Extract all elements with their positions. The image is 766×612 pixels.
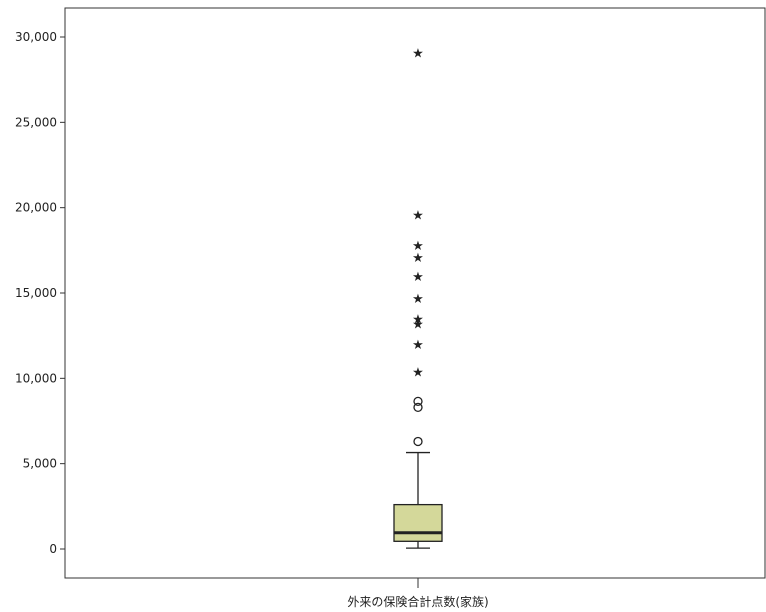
y-tick-label: 30,000 <box>15 30 57 44</box>
outliers <box>413 396 423 447</box>
box-group <box>393 451 443 549</box>
y-tick-label: 20,000 <box>15 201 57 215</box>
extreme-point: ★ <box>412 313 424 328</box>
extreme-point: ★ <box>412 318 424 333</box>
outlier-point <box>413 402 423 412</box>
y-tick-label: 15,000 <box>15 286 57 300</box>
x-category-label: 外来の保険合計点数(家族) <box>347 594 488 609</box>
extreme-point: ★ <box>412 46 424 61</box>
iqr-box <box>393 503 443 542</box>
extremes: ★★★★★★★★★★ <box>412 46 424 380</box>
extreme-point: ★ <box>412 338 424 353</box>
extreme-point: ★ <box>412 251 424 266</box>
y-tick-label: 0 <box>49 542 57 556</box>
extreme-point: ★ <box>412 208 424 223</box>
extreme-point: ★ <box>412 239 424 254</box>
outlier-point <box>413 436 423 447</box>
y-tick-label: 10,000 <box>15 371 57 385</box>
extreme-point: ★ <box>412 292 424 307</box>
outlier-point <box>413 396 423 407</box>
y-tick-label: 25,000 <box>15 115 57 129</box>
extreme-point: ★ <box>412 366 424 381</box>
y-axis: 0 5,000 10,000 15,000 20,000 25,000 30,000 <box>15 30 65 556</box>
extreme-point: ★ <box>412 270 424 285</box>
y-tick-label: 5,000 <box>23 457 57 471</box>
